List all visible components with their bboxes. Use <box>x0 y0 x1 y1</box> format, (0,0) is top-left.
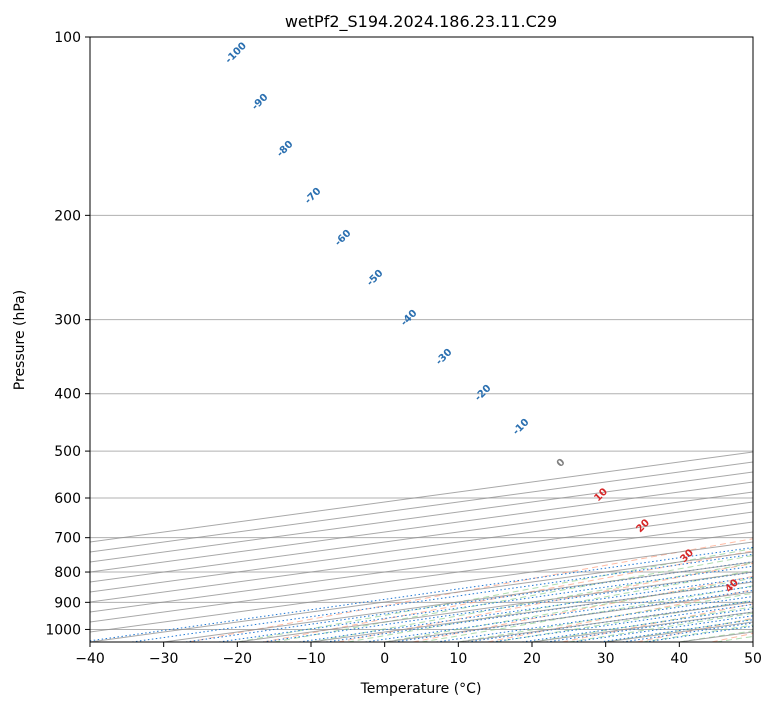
moist-adiabat <box>347 569 753 642</box>
y-tick-label: 600 <box>54 491 81 507</box>
y-axis-title: Pressure (hPa) <box>12 290 28 390</box>
isotherm-line <box>90 511 753 603</box>
plot-background <box>90 37 753 642</box>
mixing-ratio-line <box>262 571 753 642</box>
thermo-lines <box>90 451 753 642</box>
x-tick-label: −40 <box>75 651 105 667</box>
dry-adiabat <box>412 575 753 642</box>
isotherm-line <box>90 491 753 583</box>
moist-adiabat <box>421 585 753 642</box>
isotherm-line <box>90 481 753 573</box>
x-tick-label: −30 <box>149 651 179 667</box>
y-tick-label: 1000 <box>45 622 81 638</box>
x-tick-label: −20 <box>223 651 253 667</box>
x-axis: −40 −30 −20 −10 0 10 20 30 40 50 <box>75 642 762 667</box>
y-tick-label: 800 <box>54 565 81 581</box>
mixing-ratio-line <box>299 576 753 642</box>
y-tick-label: 300 <box>54 313 81 329</box>
x-tick-label: 50 <box>744 651 762 667</box>
x-tick-label: 30 <box>597 651 615 667</box>
x-tick-label: 0 <box>380 651 389 667</box>
isotherm-line <box>90 501 753 593</box>
moist-adiabat <box>237 548 753 642</box>
y-tick-label: 500 <box>54 444 81 460</box>
x-tick-label: −10 <box>296 651 326 667</box>
mixing-ratio-line <box>326 580 753 642</box>
isotherm-line <box>90 451 753 543</box>
isotherm-line <box>90 461 753 553</box>
mixing-ratio-line <box>365 585 753 642</box>
chart-title: wetPf2_S194.2024.186.23.11.C29 <box>285 12 557 32</box>
y-tick-label: 100 <box>54 30 81 46</box>
x-tick-label: 10 <box>449 651 467 667</box>
plot-frame <box>89 36 754 643</box>
dry-adiabat <box>338 562 753 642</box>
y-tick-label: 900 <box>54 595 81 611</box>
isotherm-line <box>90 471 753 563</box>
x-tick-label: 20 <box>523 651 541 667</box>
isotherm-line <box>752 641 753 642</box>
grid-layer <box>90 37 753 630</box>
y-axis: 1000 900 800 700 600 500 400 300 200 100 <box>45 30 90 638</box>
y-tick-label: 700 <box>54 531 81 547</box>
x-tick-label: 40 <box>670 651 688 667</box>
mixing-ratio-line <box>90 546 753 642</box>
y-tick-label: 400 <box>54 387 81 403</box>
x-axis-title: Temperature (°C) <box>360 681 482 697</box>
isotherm-line <box>90 521 753 613</box>
isotherm-line <box>90 531 753 623</box>
y-tick-label: 200 <box>54 208 81 224</box>
dry-adiabat <box>188 538 753 642</box>
